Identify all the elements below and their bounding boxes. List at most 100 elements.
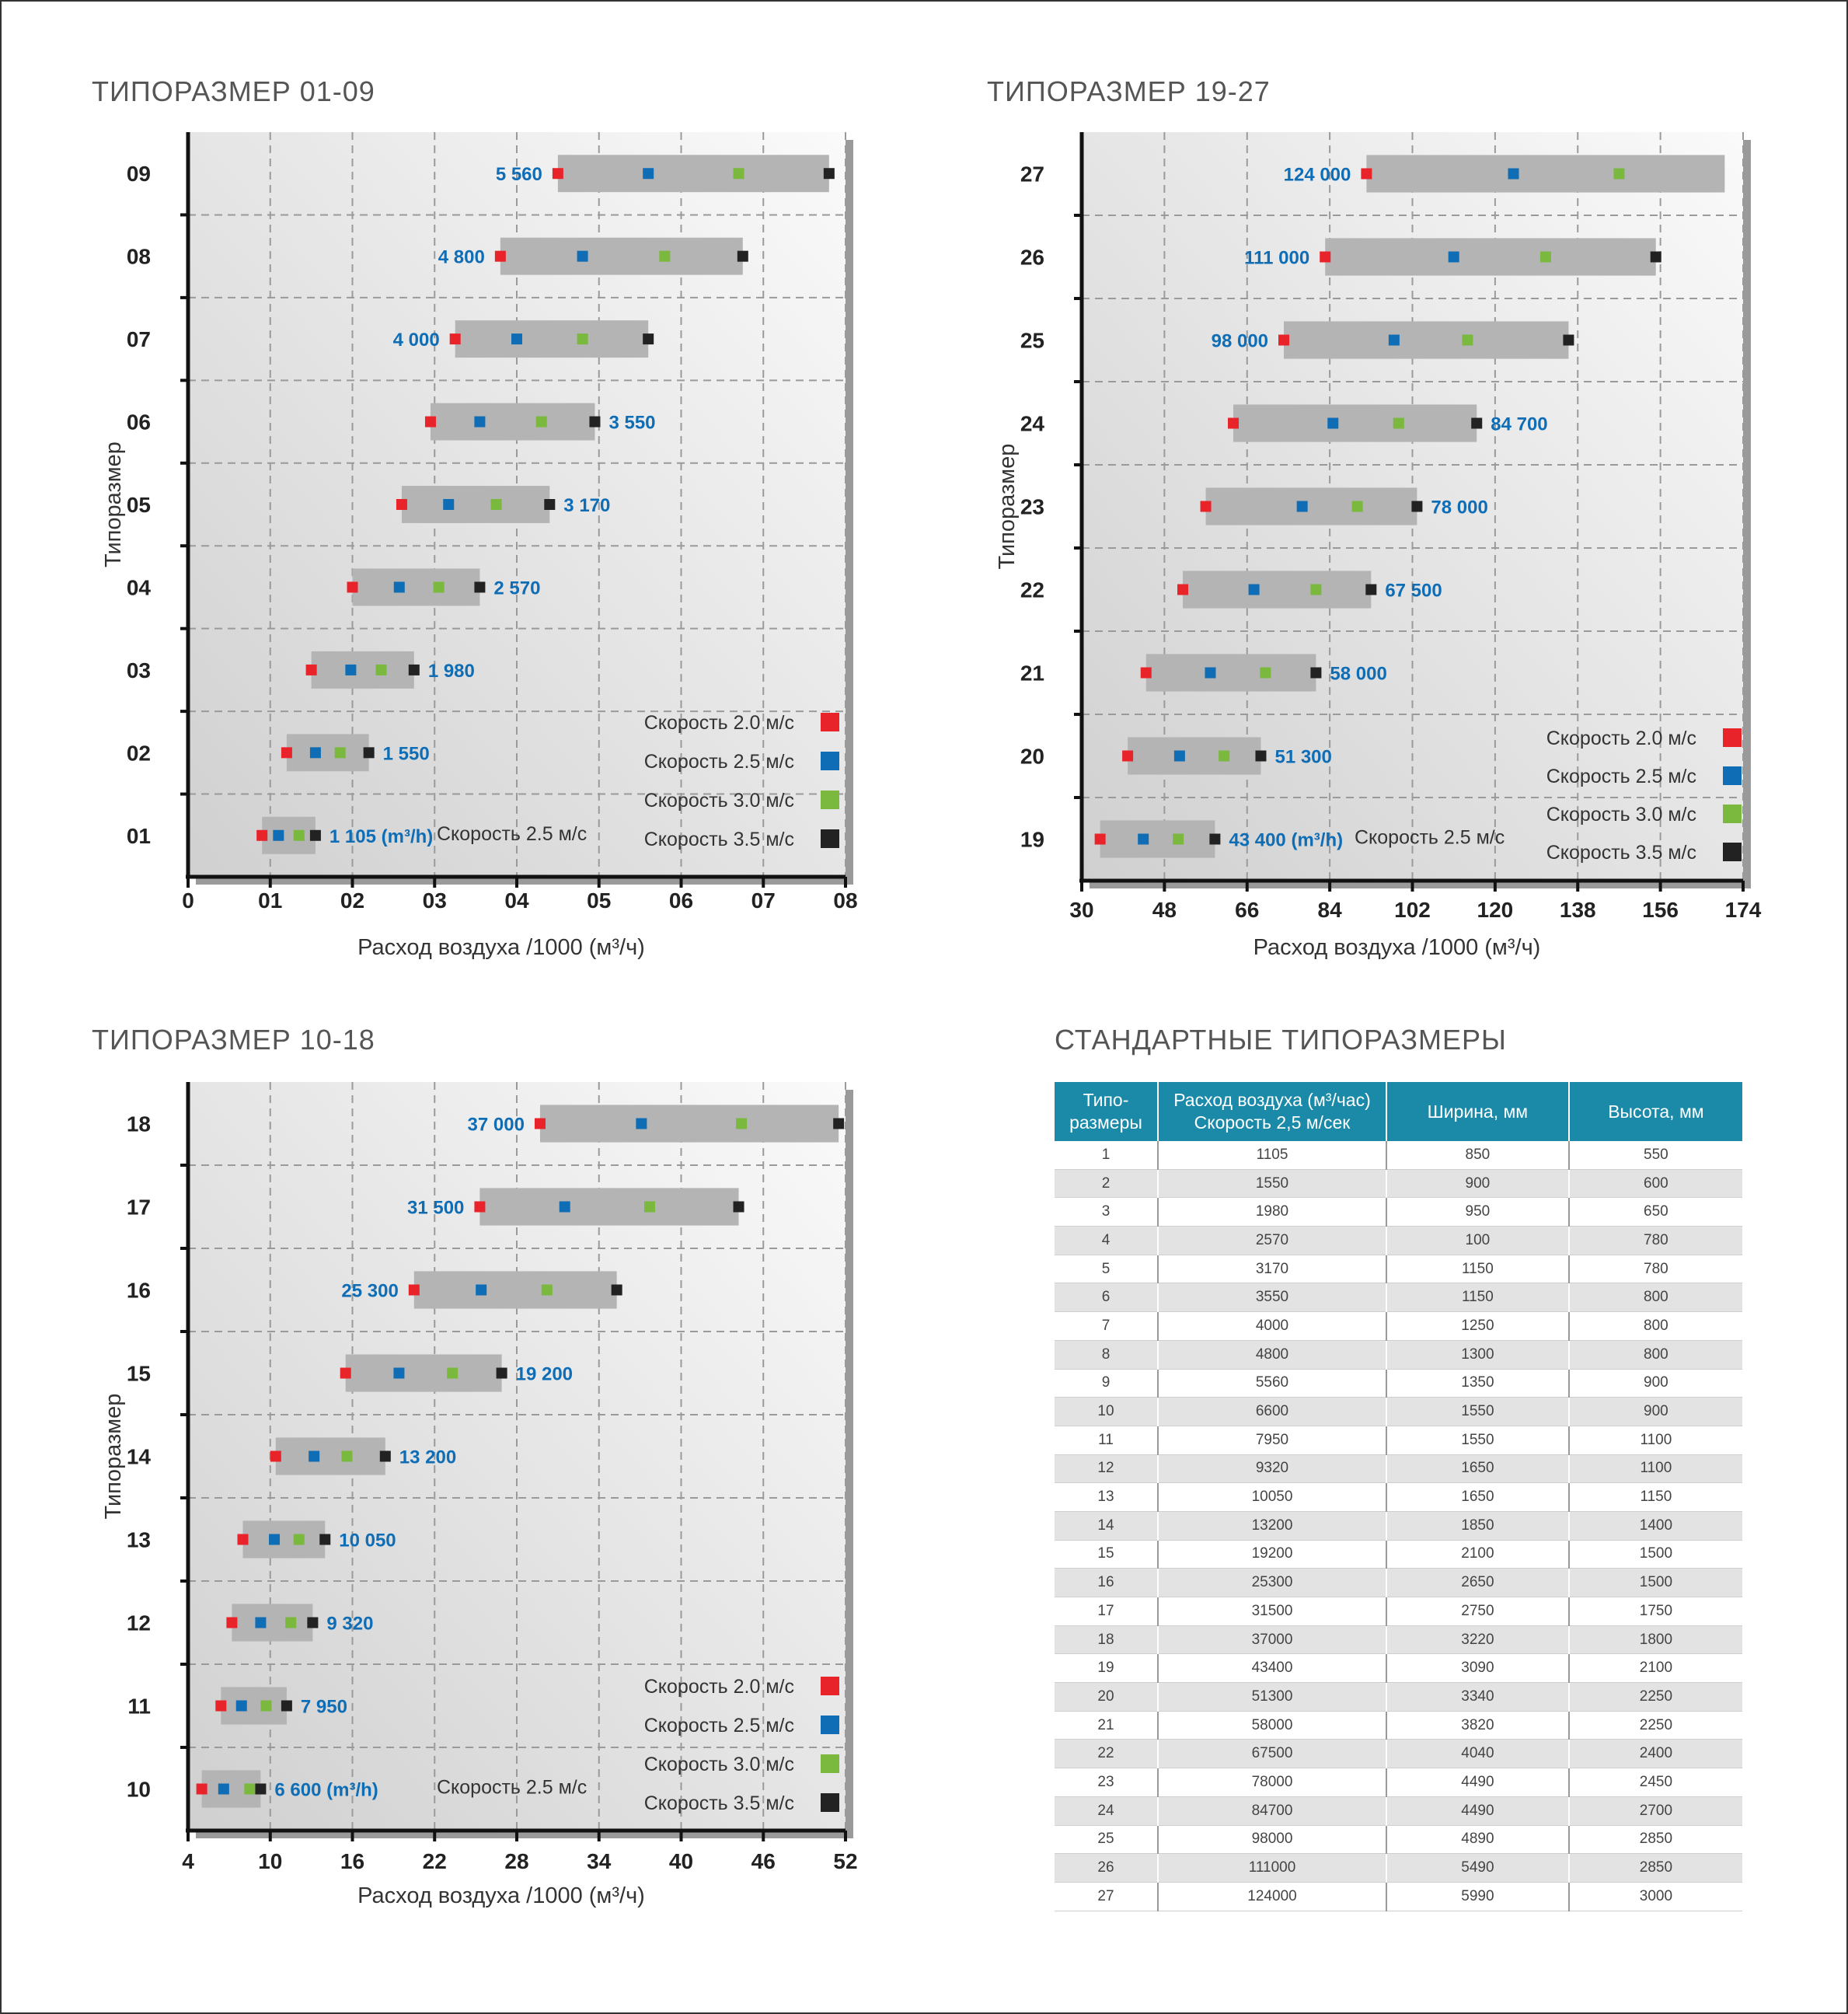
value-label: 9 320 — [326, 1614, 373, 1635]
legend-swatch — [821, 791, 839, 809]
speed-marker-2 — [1393, 417, 1404, 429]
speed-marker-1 — [1248, 584, 1260, 595]
table-cell: 25300 — [1158, 1568, 1387, 1597]
speed-marker-0 — [1361, 168, 1372, 180]
value-label: 111 000 — [1244, 248, 1309, 269]
speed-marker-2 — [1613, 168, 1625, 180]
speed-marker-2 — [577, 333, 588, 345]
legend-label: Скорость 2.0 м/с — [644, 1676, 794, 1698]
range-bar — [479, 1188, 739, 1226]
table-cell: 21 — [1055, 1711, 1159, 1740]
table-cell: 650 — [1568, 1197, 1742, 1227]
legend-swatch — [1723, 728, 1742, 747]
table-row: 14 13200 1850 1400 — [1055, 1511, 1742, 1541]
legend-label: Скорость 3.5 м/с — [644, 829, 794, 850]
chart-0: 0 01 02 03 04 05 06 07 08 Расход воздуха /1000 (м… — [101, 132, 858, 960]
value-label: 7 950 — [301, 1697, 347, 1718]
value-label: 43 400 (m³/h) — [1229, 830, 1343, 851]
chart-title-01-09: ТИПОРАЗМЕР 01-09 — [92, 75, 375, 107]
value-label: 13 200 — [399, 1447, 456, 1468]
legend-label: Скорость 3.5 м/с — [1546, 842, 1696, 864]
legend-swatch — [821, 713, 839, 731]
speed-marker-0 — [1122, 750, 1134, 762]
x-tick-label: 05 — [587, 888, 611, 913]
y-category-label: 21 — [1020, 661, 1044, 686]
speed-marker-1 — [235, 1700, 247, 1712]
speed-marker-1 — [1296, 501, 1308, 512]
value-label: 10 050 — [339, 1531, 396, 1552]
table-cell: 13200 — [1158, 1511, 1387, 1541]
value-label: 3 170 — [563, 495, 610, 516]
speed-marker-1 — [476, 1284, 487, 1296]
table-cell: 98000 — [1158, 1825, 1387, 1855]
legend-swatch — [821, 752, 839, 770]
chart-1: 30 48 66 84 102 120 138 156 174 Расход воздуха /1… — [995, 132, 1762, 960]
table-cell: 1550 — [1158, 1169, 1387, 1199]
table-cell: 78000 — [1158, 1768, 1387, 1797]
speed-marker-0 — [552, 168, 563, 180]
table-cell: 13 — [1055, 1482, 1159, 1512]
speed-marker-0 — [1094, 833, 1106, 845]
table-row: 3 1980 950 650 — [1055, 1197, 1742, 1227]
table-cell: 1100 — [1568, 1454, 1742, 1484]
table-cell: 1850 — [1386, 1511, 1570, 1541]
speed-marker-2 — [447, 1367, 459, 1379]
table-cell: 3000 — [1568, 1882, 1742, 1911]
table-row: 23 78000 4490 2450 — [1055, 1768, 1742, 1797]
speed-marker-1 — [511, 333, 522, 345]
speed-marker-3 — [643, 333, 654, 345]
table-cell: 4490 — [1386, 1796, 1570, 1826]
table-cell: 1550 — [1386, 1397, 1570, 1426]
x-tick-label: 07 — [751, 888, 776, 913]
table-cell: 17 — [1055, 1597, 1159, 1626]
speed-marker-2 — [1462, 334, 1473, 346]
y-category-label: 23 — [1020, 495, 1044, 519]
chart-title-10-18: ТИПОРАЗМЕР 10-18 — [92, 1024, 375, 1056]
x-tick-label: 16 — [340, 1849, 364, 1873]
speed-annotation: Скорость 2.5 м/с — [437, 823, 587, 845]
speed-marker-1 — [1205, 667, 1216, 679]
range-bar — [311, 651, 414, 689]
table-cell: 1105 — [1158, 1141, 1387, 1170]
x-tick-label: 03 — [423, 888, 447, 913]
table-row: 6 3550 1150 800 — [1055, 1283, 1742, 1313]
table-row: 1 1105 850 550 — [1055, 1141, 1742, 1170]
speed-marker-3 — [1563, 334, 1574, 346]
value-label: 1 105 (m³/h) — [330, 826, 433, 847]
table-cell: 2 — [1055, 1169, 1159, 1199]
x-tick-label: 04 — [504, 888, 529, 913]
table-cell: 27 — [1055, 1882, 1159, 1911]
y-axis-title: Типоразмер — [101, 1394, 126, 1520]
speed-marker-1 — [1448, 251, 1459, 263]
legend-swatch — [1723, 843, 1742, 861]
range-bar — [1100, 820, 1215, 858]
speed-marker-2 — [375, 664, 387, 675]
range-bar — [1233, 404, 1477, 442]
table-cell: 1300 — [1386, 1340, 1570, 1370]
speed-marker-2 — [1351, 501, 1363, 512]
x-tick-label: 30 — [1069, 898, 1093, 922]
speed-marker-3 — [281, 1700, 292, 1712]
table-cell: 51300 — [1158, 1682, 1387, 1712]
table-cell: 7 — [1055, 1311, 1159, 1341]
table-cell: 124000 — [1158, 1882, 1387, 1911]
y-category-label: 09 — [127, 162, 151, 186]
table-row: 25 98000 4890 2850 — [1055, 1825, 1742, 1855]
speed-marker-0 — [256, 829, 268, 841]
y-category-label: 25 — [1020, 329, 1044, 353]
y-category-label: 16 — [127, 1279, 151, 1303]
speed-marker-3 — [474, 581, 486, 593]
table-cell: 4890 — [1386, 1825, 1570, 1855]
speed-marker-3 — [737, 250, 748, 262]
value-label: 58 000 — [1330, 664, 1386, 685]
speed-marker-0 — [449, 333, 461, 345]
speed-marker-3 — [319, 1534, 331, 1545]
table-cell: 58000 — [1158, 1711, 1387, 1740]
y-category-label: 24 — [1020, 412, 1045, 436]
table-cell: 2100 — [1386, 1540, 1570, 1569]
table-cell: 2250 — [1568, 1682, 1742, 1712]
chart-2: 4 10 16 22 28 34 40 46 52 Расход воздуха /1000 (м… — [101, 1082, 858, 1908]
speed-marker-2 — [1260, 667, 1271, 679]
x-tick-label: 138 — [1560, 898, 1596, 922]
speed-marker-1 — [1508, 168, 1519, 180]
